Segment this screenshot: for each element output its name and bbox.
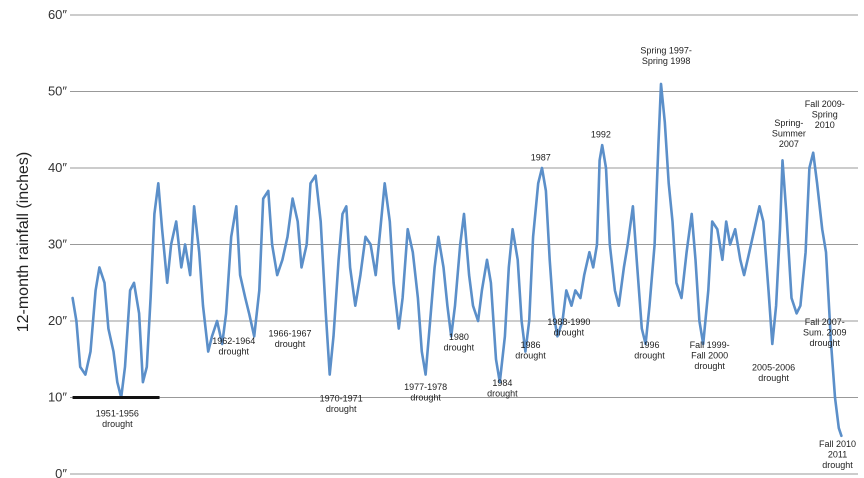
annotation-text: Fall 2009- <box>805 99 845 109</box>
annotation-text: drought <box>102 419 133 429</box>
series-layer <box>71 82 843 438</box>
annotation-text: drought <box>554 327 585 337</box>
y-tick-label: 10″ <box>48 390 67 405</box>
y-tick-label: 40″ <box>48 160 67 175</box>
annotation-text: Sum. 2009 <box>803 327 847 337</box>
annotation-text: drought <box>809 338 840 348</box>
y-tick-label: 60″ <box>48 7 67 22</box>
annotation-text: Fall 2000 <box>691 350 728 360</box>
annotation-text: Fall 2010 <box>819 439 856 449</box>
grid-layer: 0″ 10″ 20″ 30″ 40″ 50″ 60″ <box>48 7 858 478</box>
annotation-text: 1987 <box>531 152 551 162</box>
annotation-text: Spring 1998 <box>642 56 691 66</box>
annotation-text: 1977-1978 <box>404 382 447 392</box>
annotation-text: Summer <box>772 128 806 138</box>
annotation-text: 1996 <box>639 340 659 350</box>
annotation-text: drought <box>218 346 249 356</box>
annotation: 1992 <box>591 129 611 139</box>
annotation-text: drought <box>487 389 518 399</box>
annotation-text: Spring 1997- <box>640 45 692 55</box>
y-tick-label: 20″ <box>48 313 67 328</box>
annotation-text: drought <box>758 373 789 383</box>
y-axis-label: 12-month rainfall (inches) <box>15 152 32 333</box>
annotation-text: 2010 <box>815 120 835 130</box>
annotation-text: 1984 <box>492 378 512 388</box>
annotation-text: 2011 <box>828 450 847 460</box>
annotation-text: drought <box>444 343 475 353</box>
annotation-text: 1966-1967 <box>269 328 312 338</box>
y-tick-label: 30″ <box>48 237 67 252</box>
annotation-text: Fall 1999- <box>690 340 730 350</box>
annotation-text: drought <box>326 404 357 414</box>
annotation-text: 2007 <box>779 139 799 149</box>
rainfall-series-line <box>71 82 843 438</box>
annotation-text: Fall 2007- <box>805 317 845 327</box>
annotation-text: 1970-1971 <box>320 393 363 403</box>
annotation-text: drought <box>822 460 853 470</box>
annotation-text: drought <box>634 350 665 360</box>
y-tick-label: 50″ <box>48 84 67 99</box>
annotation-text: drought <box>410 392 441 402</box>
annotation-layer: 1951-1956drought1962-1964drought1966-196… <box>96 45 856 470</box>
annotation-text: 1992 <box>591 129 611 139</box>
annotation: Spring 1997-Spring 1998 <box>640 45 692 66</box>
annotation: 1987 <box>531 152 551 162</box>
annotation-text: drought <box>275 339 306 349</box>
annotation-text: 1988-1990 <box>547 317 590 327</box>
annotation-text: 1986 <box>521 340 541 350</box>
annotation-text: 1980 <box>449 332 469 342</box>
annotation-text: drought <box>694 361 725 371</box>
annotation-text: 1951-1956 <box>96 409 139 419</box>
y-tick-label: 0″ <box>55 466 67 478</box>
annotation-text: Spring- <box>774 118 803 128</box>
annotation-text: 2005-2006 <box>752 363 795 373</box>
annotation-text: drought <box>515 350 546 360</box>
annotation-text: Spring <box>812 109 838 119</box>
annotation-text: 1962-1964 <box>212 336 255 346</box>
